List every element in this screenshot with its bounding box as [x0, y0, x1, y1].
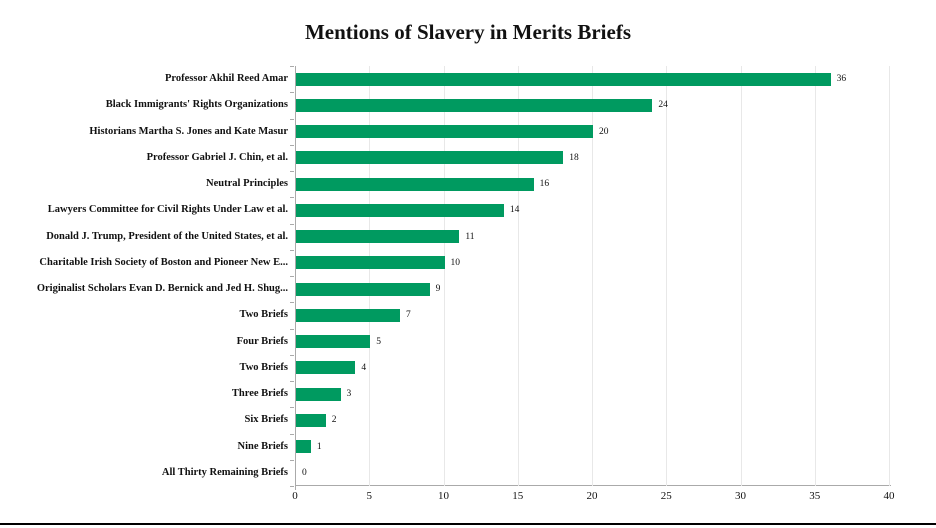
y-axis-tick: [290, 407, 294, 409]
category-label: Six Briefs: [244, 414, 288, 426]
x-axis-tick-labels: 0 5 10 15 20 25 30 35 40: [292, 490, 894, 506]
y-axis-tick: [290, 197, 294, 199]
value-label: 9: [435, 284, 441, 294]
y-axis-line: [295, 66, 296, 490]
bar: [296, 282, 430, 296]
chart-title: Mentions of Slavery in Merits Briefs: [304, 20, 632, 44]
category-label: Originalist Scholars Evan D. Bernick and…: [36, 283, 288, 294]
value-label: 5: [376, 336, 381, 347]
gridline: [889, 66, 890, 486]
category-label: Four Briefs: [236, 335, 288, 347]
x-tick-label: 0: [292, 490, 298, 502]
x-tick-label: 10: [438, 490, 449, 502]
value-label: 3: [346, 389, 352, 399]
x-tick-label: 30: [735, 490, 746, 502]
bar: [296, 361, 356, 375]
category-label: Three Briefs: [231, 388, 288, 399]
category-label: Donald J. Trump, President of the United…: [46, 230, 288, 242]
y-axis-tick: [290, 354, 294, 356]
bar: [296, 440, 311, 454]
y-axis-tick: [290, 223, 294, 225]
gridline: [740, 66, 742, 486]
value-label: 36: [836, 74, 847, 84]
gridline: [517, 66, 519, 486]
bar: [296, 256, 445, 270]
gridline: [369, 66, 371, 486]
x-tick-label: 25: [660, 490, 672, 502]
y-axis-tick: [290, 249, 294, 251]
x-tick-label: 35: [809, 490, 821, 502]
bar: [296, 413, 326, 427]
value-label: 16: [539, 179, 550, 189]
bar: [296, 203, 504, 217]
frame-bottom-border: [0, 523, 936, 525]
value-label: 4: [361, 362, 367, 373]
category-label: Nine Briefs: [237, 440, 288, 452]
category-label: Neutral Principles: [206, 178, 288, 189]
y-axis-tick: [290, 486, 294, 487]
y-axis-tick: [290, 276, 294, 277]
category-label: Professor Gabriel J. Chin, et al.: [146, 151, 288, 163]
category-label: Two Briefs: [239, 361, 288, 373]
x-tick-label: 20: [586, 490, 598, 502]
plot-area: 36 24 20 18 16 14 11 10 9 7 5 4 3 2 1 0: [290, 66, 891, 490]
value-label: 0: [302, 467, 307, 478]
bar: [296, 98, 653, 112]
x-tick-label: 40: [883, 490, 895, 502]
value-label: 1: [316, 441, 322, 452]
bar: [296, 387, 341, 401]
category-label: Charitable Irish Society of Boston and P…: [39, 256, 288, 268]
y-axis-tick: [290, 66, 294, 67]
gridline: [592, 66, 593, 486]
value-label: 14: [509, 205, 520, 216]
y-axis-tick: [290, 302, 294, 304]
bar: [296, 177, 534, 191]
x-tick-label: 5: [366, 490, 373, 502]
category-label: Professor Akhil Reed Amar: [165, 73, 288, 84]
bar: [296, 151, 564, 165]
y-axis-tick: [290, 433, 294, 435]
bar: [296, 230, 460, 244]
gridline: [814, 66, 816, 486]
y-axis-tick: [290, 92, 294, 94]
gridline: [666, 66, 668, 486]
value-label: 11: [465, 231, 475, 242]
value-label: 24: [658, 100, 668, 111]
category-label: Historians Martha S. Jones and Kate Masu…: [89, 125, 288, 137]
value-label: 7: [405, 310, 411, 321]
y-axis-tick: [290, 459, 294, 461]
y-axis-tick: [290, 381, 294, 382]
y-axis-tick: [290, 171, 294, 172]
bar: [296, 125, 593, 139]
category-label: Two Briefs: [239, 309, 288, 321]
gridline: [443, 66, 445, 486]
category-label: Black Immigrants' Rights Organizations: [105, 99, 288, 111]
bar: [296, 308, 400, 322]
bar: [296, 335, 371, 349]
x-axis-line: [295, 485, 891, 486]
value-label: 10: [450, 257, 461, 268]
x-tick-label: 15: [512, 490, 524, 502]
value-label: 20: [599, 126, 609, 137]
category-label: All Thirty Remaining Briefs: [161, 466, 288, 478]
category-label: Lawyers Committee for Civil Rights Under…: [47, 204, 288, 216]
y-axis-tick: [290, 144, 294, 146]
value-label: 18: [569, 152, 579, 163]
category-labels-column: Professor Akhil Reed Amar Black Immigrant…: [0, 66, 288, 486]
value-label: 2: [331, 415, 337, 426]
y-axis-tick: [290, 118, 294, 120]
y-axis-tick: [290, 328, 294, 330]
bar: [296, 72, 831, 86]
